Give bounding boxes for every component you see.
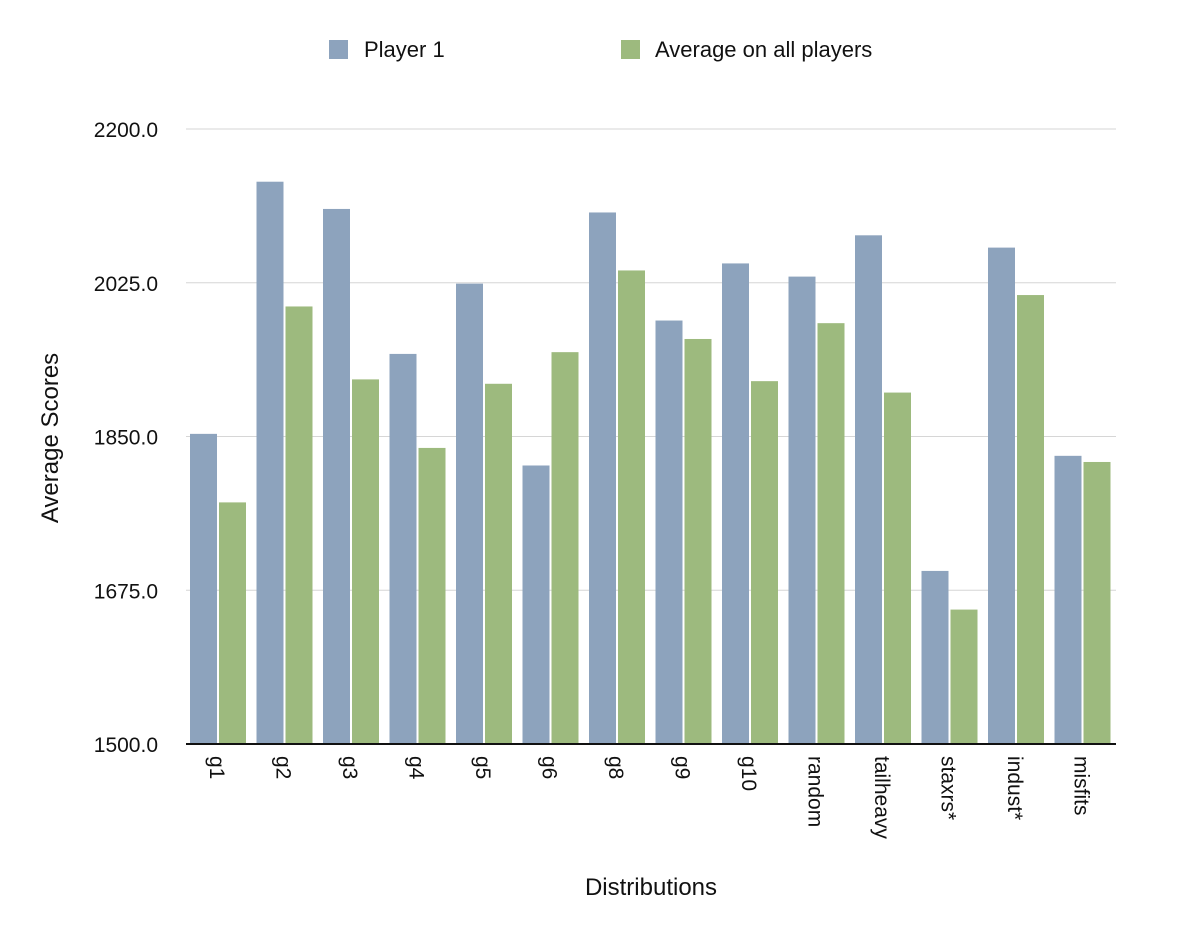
bar-average-staxrs	[950, 609, 978, 744]
x-tick-label: indust*	[1003, 756, 1026, 820]
bar-player-1-tailheavy	[855, 235, 882, 745]
y-tick-label: 2025.0	[94, 273, 158, 296]
y-axis-ticks: 1500.0 1675.0 1850.0 2025.0 2200.0	[94, 119, 158, 757]
x-tick-label: tailheavy	[870, 756, 893, 839]
bar-player-1-g8	[589, 212, 616, 744]
bars	[190, 181, 1111, 745]
x-tick-label: g5	[471, 756, 494, 779]
bar-player-1-g5	[456, 283, 483, 744]
bar-average-g3	[352, 379, 379, 744]
bar-average-g6	[551, 352, 579, 744]
legend: Player 1 Average on all players	[329, 37, 872, 62]
bar-player-1-g3	[323, 208, 350, 744]
legend-label-average: Average on all players	[655, 37, 872, 62]
x-axis-ticks: g1 g2 g3 g4 g5 g6 g8 g9 g10 random tailheavy staxrs…	[205, 756, 1093, 839]
bar-player-1-g9	[655, 320, 683, 744]
bar-player-1-staxrs	[921, 570, 949, 744]
bar-player-1-indust	[988, 247, 1015, 744]
x-tick-label: g3	[338, 756, 361, 779]
x-tick-label: g2	[272, 756, 295, 779]
bar-average-indust	[1017, 295, 1044, 744]
legend-swatch-player-1	[329, 40, 348, 59]
bar-player-1-misfits	[1054, 455, 1082, 744]
x-tick-label: staxrs*	[937, 756, 960, 820]
bar-average-g10	[751, 381, 778, 744]
x-axis-title: Distributions	[585, 874, 717, 901]
bar-average-g4	[418, 447, 446, 744]
x-tick-label: g10	[737, 756, 760, 791]
bar-average-g1	[219, 502, 246, 744]
bar-average-tailheavy	[884, 392, 911, 744]
bar-average-g9	[684, 338, 712, 744]
y-axis-title: Average Scores	[37, 353, 64, 523]
x-tick-label: random	[804, 756, 827, 827]
y-tick-label: 2200.0	[94, 119, 158, 142]
bar-average-g5	[485, 383, 512, 744]
bar-player-1-g10	[722, 263, 749, 744]
bar-average-g2	[285, 306, 313, 744]
x-tick-label: g6	[538, 756, 561, 779]
legend-label-player-1: Player 1	[364, 37, 445, 62]
y-tick-label: 1500.0	[94, 734, 158, 757]
bar-average-random	[817, 323, 845, 744]
x-tick-label: g1	[205, 756, 228, 779]
y-tick-label: 1675.0	[94, 580, 158, 603]
bar-average-misfits	[1083, 461, 1111, 744]
legend-swatch-average	[621, 40, 640, 59]
y-tick-label: 1850.0	[94, 427, 158, 450]
bar-player-1-g2	[256, 181, 284, 744]
x-tick-label: g4	[405, 756, 428, 780]
bar-player-1-g6	[522, 465, 550, 744]
bar-player-1-random	[788, 276, 816, 744]
x-tick-label: g9	[671, 756, 694, 779]
x-tick-label: misfits	[1070, 756, 1093, 816]
bar-average-g8	[618, 270, 645, 744]
bar-player-1-g1	[190, 433, 217, 744]
bar-player-1-g4	[389, 353, 417, 744]
x-tick-label: g8	[604, 756, 627, 779]
